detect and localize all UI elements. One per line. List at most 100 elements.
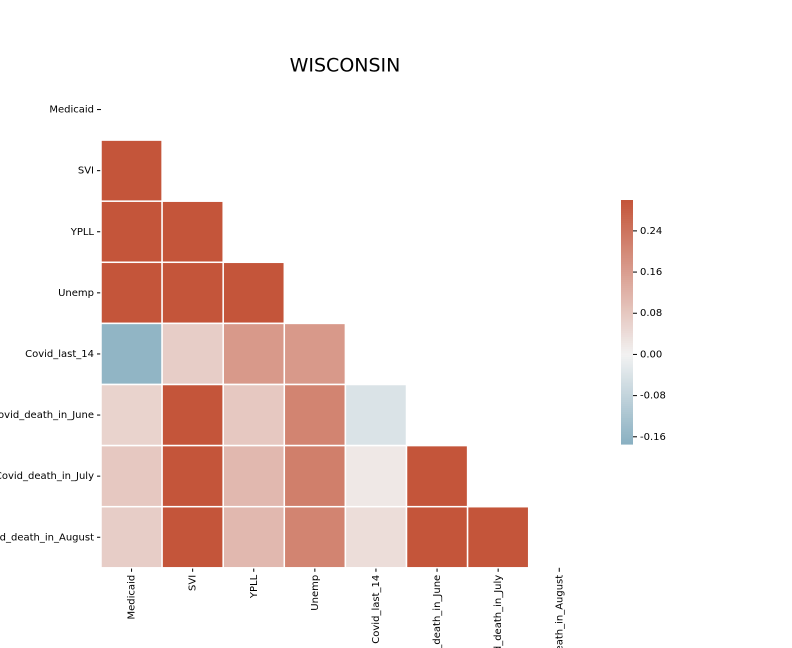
colorbar-tick-label: -0.16	[640, 432, 666, 443]
colorbar-segment	[621, 218, 633, 221]
colorbar-segment	[621, 228, 633, 232]
x-tick-label: Covid_death_in_June	[432, 575, 443, 648]
colorbar-segment	[621, 431, 633, 435]
colorbar-segment	[621, 242, 633, 246]
y-tick-label: Unemp	[58, 288, 94, 299]
colorbar-segment	[621, 246, 633, 250]
colorbar-segment	[621, 374, 633, 378]
colorbar-segment	[621, 244, 633, 248]
colorbar-segment	[621, 297, 633, 301]
colorbar-segment	[621, 399, 633, 402]
colorbar-segment	[621, 409, 633, 413]
colorbar-segment	[621, 344, 633, 347]
colorbar-segment	[621, 291, 633, 295]
colorbar-segment	[621, 271, 633, 274]
x-tick-label: Covid_last_14	[371, 575, 382, 644]
colorbar-segment	[621, 332, 633, 335]
colorbar-segment	[621, 383, 633, 386]
colorbar-segment	[621, 315, 633, 319]
colorbar-segment	[621, 281, 633, 284]
colorbar-segment	[621, 311, 633, 315]
colorbar-segment	[621, 387, 633, 390]
y-tick-label: Covid_death_in_July	[0, 471, 94, 482]
colorbar-segment	[621, 346, 633, 350]
heat-cell	[344, 383, 408, 447]
colorbar-segment	[621, 441, 633, 445]
y-tick-label: Covid_death_in_August	[0, 532, 94, 543]
colorbar-segment	[621, 214, 633, 217]
y-tick-label: Medicaid	[49, 105, 94, 116]
colorbar-segment	[621, 206, 633, 209]
colorbar-segment	[621, 389, 633, 392]
colorbar-segment	[621, 256, 633, 260]
colorbar-segment	[621, 393, 633, 396]
colorbar-segment	[621, 322, 633, 325]
colorbar-segment	[621, 212, 633, 215]
colorbar-segment	[621, 417, 633, 421]
heat-cell	[466, 505, 530, 569]
colorbar-segment	[621, 403, 633, 406]
y-tick-label: Covid_death_in_June	[0, 410, 94, 421]
heat-cell	[100, 505, 163, 569]
colorbar-tick-label: -0.08	[640, 391, 666, 402]
heat-cell	[100, 322, 163, 386]
colorbar-segment	[621, 250, 633, 254]
colorbar-segment	[621, 277, 633, 280]
colorbar-segment	[621, 261, 633, 264]
colorbar-segment	[621, 437, 633, 441]
colorbar-tick-label: 0.24	[640, 226, 662, 237]
heat-cell	[222, 383, 286, 447]
heat-cell	[222, 261, 286, 325]
colorbar-segment	[621, 433, 633, 437]
heat-cell	[161, 383, 224, 447]
colorbar-segment	[621, 200, 633, 203]
colorbar-segment	[621, 263, 633, 266]
heat-cell	[344, 505, 408, 569]
colorbar-segment	[621, 415, 633, 419]
heat-cell	[344, 444, 408, 508]
colorbar-segment	[621, 429, 633, 433]
colorbar-segment	[621, 216, 633, 219]
colorbar-segment	[621, 421, 633, 425]
colorbar-segment	[621, 368, 633, 372]
colorbar-segment	[621, 358, 633, 362]
colorbar-segment	[621, 385, 633, 388]
colorbar-segment	[621, 376, 633, 380]
colorbar-segment	[621, 210, 633, 213]
heat-cell	[100, 200, 163, 264]
colorbar-segment	[621, 269, 633, 272]
colorbar-segment	[621, 208, 633, 211]
colorbar-segment	[621, 299, 633, 303]
colorbar-segment	[621, 362, 633, 366]
colorbar-segment	[621, 248, 633, 252]
heat-cell	[283, 444, 347, 508]
colorbar-tick-label: 0.00	[640, 349, 662, 360]
colorbar-segment	[621, 391, 633, 394]
colorbar-segment	[621, 301, 633, 305]
x-tick-label: Medicaid	[127, 575, 138, 620]
heat-cell	[161, 444, 224, 508]
colorbar-segment	[621, 350, 633, 354]
colorbar-segment	[621, 326, 633, 329]
colorbar-segment	[621, 380, 633, 384]
heat-cell	[283, 505, 347, 569]
heat-cell	[161, 322, 224, 386]
colorbar-segment	[621, 397, 633, 400]
heat-cell	[222, 322, 286, 386]
x-tick-label: Covid_death_in_August	[554, 575, 565, 648]
colorbar-segment	[621, 366, 633, 370]
colorbar-segment	[621, 352, 633, 356]
heat-cell	[405, 505, 469, 569]
colorbar-segment	[621, 275, 633, 278]
x-tick-label: Unemp	[310, 575, 321, 611]
colorbar-segment	[621, 407, 633, 411]
heat-cell	[283, 383, 347, 447]
colorbar-segment	[621, 340, 633, 343]
colorbar-segment	[621, 305, 633, 309]
colorbar-segment	[621, 427, 633, 431]
colorbar-segment	[621, 295, 633, 299]
x-tick-label: SVI	[188, 575, 199, 591]
y-tick-label: YPLL	[70, 227, 95, 238]
colorbar-segment	[621, 236, 633, 240]
